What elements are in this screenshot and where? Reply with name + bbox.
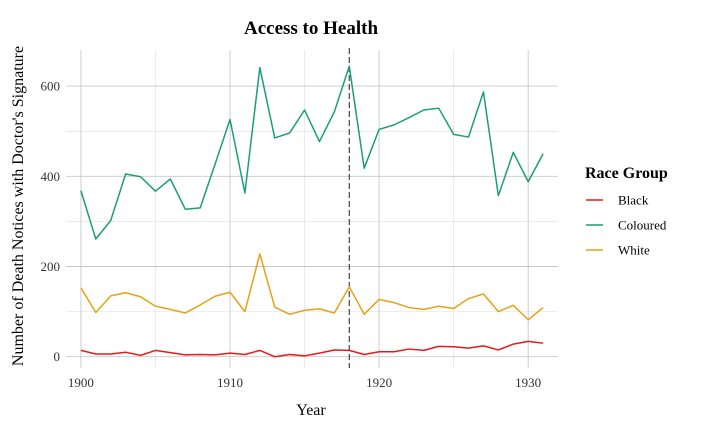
y-axis-ticks: 0 200 400 600 — [41, 79, 61, 365]
y-tick-label: 600 — [41, 79, 61, 94]
y-axis-title: Number of Death Notices with Doctor's Si… — [10, 46, 27, 366]
y-tick-label: 0 — [54, 349, 61, 364]
x-tick-label: 1910 — [217, 375, 243, 390]
x-tick-label: 1920 — [366, 375, 392, 390]
legend-label-white: White — [618, 243, 650, 258]
series-line-coloured — [80, 65, 544, 240]
series-line-black — [80, 340, 544, 358]
legend: Race Group Black Coloured White — [585, 165, 668, 258]
x-axis-ticks: 1900 1910 1920 1930 — [68, 375, 541, 390]
chart-title: Access to Health — [244, 18, 378, 39]
legend-label-black: Black — [618, 193, 649, 208]
legend-label-coloured: Coloured — [618, 218, 667, 233]
y-tick-label: 200 — [41, 259, 61, 274]
legend-title: Race Group — [585, 165, 668, 182]
x-tick-label: 1900 — [68, 375, 94, 390]
x-tick-label: 1930 — [515, 375, 541, 390]
grid — [66, 50, 558, 368]
x-axis-title: Year — [296, 402, 326, 419]
series-lines — [80, 65, 544, 358]
y-tick-label: 400 — [41, 169, 61, 184]
series-line-white — [80, 253, 544, 321]
